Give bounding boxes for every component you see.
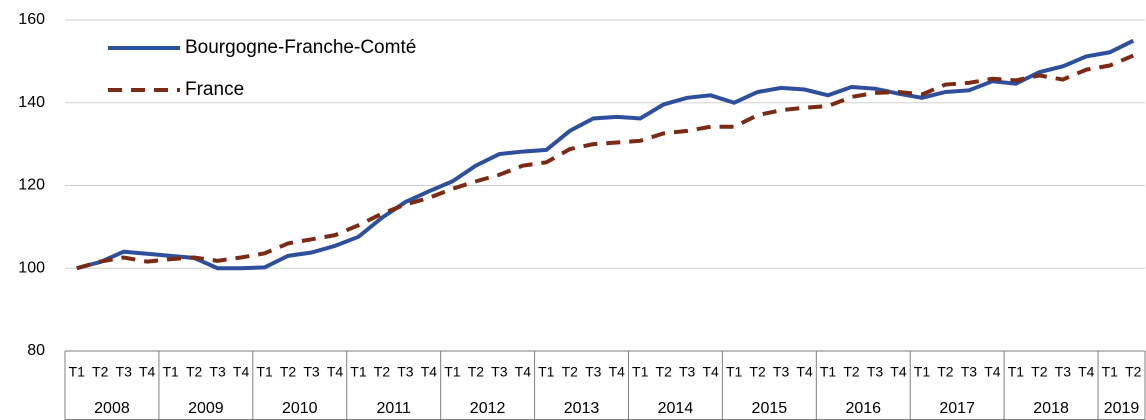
x-tick-label: T2 bbox=[374, 364, 391, 380]
y-tick-label: 160 bbox=[18, 11, 45, 28]
y-tick-label: 120 bbox=[18, 177, 45, 194]
x-tick-label: T3 bbox=[679, 364, 696, 380]
x-tick-label: T1 bbox=[162, 364, 179, 380]
x-tick-label: T1 bbox=[1102, 364, 1119, 380]
x-tick-label: T2 bbox=[749, 364, 766, 380]
x-tick-label: T2 bbox=[937, 364, 954, 380]
x-tick-label: T4 bbox=[139, 364, 156, 380]
x-tick-label: T4 bbox=[515, 364, 532, 380]
x-tick-label: T4 bbox=[609, 364, 626, 380]
x-tick-label: T3 bbox=[491, 364, 508, 380]
year-label: 2012 bbox=[470, 400, 506, 417]
x-tick-label: T3 bbox=[961, 364, 978, 380]
x-tick-label: T3 bbox=[303, 364, 320, 380]
x-tick-label: T1 bbox=[914, 364, 931, 380]
x-tick-label: T1 bbox=[820, 364, 837, 380]
year-label: 2009 bbox=[188, 400, 224, 417]
legend-label: Bourgogne-Franche-Comté bbox=[185, 37, 416, 58]
y-tick-label: 100 bbox=[18, 259, 45, 276]
x-tick-label: T4 bbox=[1078, 364, 1095, 380]
x-tick-label: T2 bbox=[280, 364, 297, 380]
year-label: 2019 bbox=[1104, 400, 1140, 417]
year-label: 2010 bbox=[282, 400, 318, 417]
year-label: 2016 bbox=[845, 400, 881, 417]
x-tick-label: T1 bbox=[632, 364, 649, 380]
x-tick-label: T3 bbox=[585, 364, 602, 380]
x-tick-label: T4 bbox=[421, 364, 438, 380]
x-tick-label: T4 bbox=[890, 364, 907, 380]
x-tick-label: T2 bbox=[92, 364, 109, 380]
y-tick-label: 80 bbox=[27, 342, 45, 359]
year-label: 2014 bbox=[658, 400, 694, 417]
x-tick-label: T3 bbox=[397, 364, 414, 380]
x-tick-label: T4 bbox=[702, 364, 719, 380]
x-tick-label: T4 bbox=[327, 364, 344, 380]
x-tick-label: T2 bbox=[468, 364, 485, 380]
legend-label: France bbox=[185, 79, 244, 100]
x-tick-label: T1 bbox=[69, 364, 86, 380]
x-tick-label: T3 bbox=[209, 364, 226, 380]
year-label: 2018 bbox=[1033, 400, 1069, 417]
x-tick-label: T1 bbox=[350, 364, 367, 380]
year-label: 2008 bbox=[94, 400, 130, 417]
x-tick-label: T1 bbox=[256, 364, 273, 380]
y-tick-label: 140 bbox=[18, 94, 45, 111]
year-label: 2013 bbox=[564, 400, 600, 417]
x-tick-label: T3 bbox=[116, 364, 133, 380]
x-tick-label: T1 bbox=[444, 364, 461, 380]
x-tick-label: T2 bbox=[656, 364, 673, 380]
x-tick-label: T4 bbox=[796, 364, 813, 380]
year-label: 2015 bbox=[752, 400, 788, 417]
year-label: 2017 bbox=[939, 400, 975, 417]
x-tick-label: T1 bbox=[1008, 364, 1025, 380]
x-tick-label: T2 bbox=[1031, 364, 1048, 380]
x-tick-label: T2 bbox=[1125, 364, 1142, 380]
year-label: 2011 bbox=[376, 400, 411, 417]
x-tick-label: T2 bbox=[843, 364, 860, 380]
x-tick-label: T1 bbox=[538, 364, 555, 380]
x-tick-label: T3 bbox=[867, 364, 884, 380]
x-tick-label: T1 bbox=[726, 364, 743, 380]
x-tick-label: T4 bbox=[233, 364, 250, 380]
x-tick-label: T3 bbox=[1055, 364, 1072, 380]
x-tick-label: T2 bbox=[186, 364, 203, 380]
x-tick-label: T4 bbox=[984, 364, 1001, 380]
x-tick-label: T3 bbox=[773, 364, 790, 380]
series-line bbox=[76, 38, 1135, 271]
x-tick-label: T2 bbox=[562, 364, 579, 380]
